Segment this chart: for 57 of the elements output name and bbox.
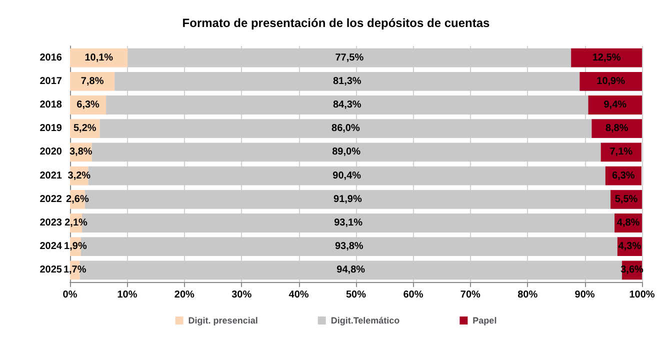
y-tick-label: 2023 (40, 218, 62, 228)
data-label: 94,8% (336, 264, 366, 276)
data-label: 77,5% (335, 52, 364, 64)
y-tick-label: 2016 (40, 52, 62, 64)
y-tick-label: 2024 (40, 241, 62, 252)
data-label: 90,4% (332, 170, 362, 182)
legend-label: Digit. presencial (188, 316, 258, 326)
bar (580, 72, 642, 91)
data-label: 1,9% (64, 241, 87, 252)
bar (588, 96, 642, 114)
y-tick-label: 2018 (40, 100, 62, 110)
data-label: 93,1% (334, 218, 363, 228)
y-tick-label: 2025 (40, 264, 62, 276)
data-label: 7,1% (610, 146, 633, 158)
data-label: 4,8% (616, 218, 640, 228)
data-label: 3,8% (69, 146, 92, 158)
x-tick-label: 80% (518, 290, 538, 300)
x-tick-label: 0% (62, 290, 78, 300)
data-label: 5,5% (614, 194, 638, 205)
data-label: 84,3% (332, 100, 362, 110)
x-tick-label: 10% (117, 290, 138, 300)
data-label: 8,8% (605, 123, 628, 134)
data-label: 81,3% (332, 76, 362, 87)
x-tick-label: 70% (460, 290, 481, 300)
data-label: 9,4% (604, 100, 627, 110)
y-tick-label: 2017 (40, 76, 62, 87)
data-label: 12,5% (592, 52, 621, 64)
data-label: 4,3% (618, 241, 642, 252)
data-label: 86,0% (332, 123, 360, 134)
data-label: 91,9% (334, 194, 362, 205)
chart-title: Formato de presentación de los depósitos de cuentas (182, 16, 490, 30)
data-label: 6,3% (76, 100, 100, 110)
x-tick-label: 50% (346, 290, 366, 300)
x-tick-label: 60% (403, 290, 424, 300)
x-tick-label: 100% (629, 290, 655, 300)
data-label: 5,2% (73, 123, 96, 134)
x-tick-label: 20% (174, 290, 195, 300)
legend-label: Papel (472, 316, 497, 326)
data-label: 10,1% (84, 52, 114, 64)
y-tick-label: 2019 (40, 123, 62, 134)
x-tick-label: 30% (232, 290, 252, 300)
data-label: 93,8% (334, 241, 364, 252)
data-label: 2,6% (66, 194, 89, 205)
data-label: 2,1% (64, 218, 88, 228)
y-tick-label: 2021 (40, 170, 62, 182)
y-tick-label: 2020 (40, 146, 62, 158)
data-label: 89,0% (332, 146, 361, 158)
bar (592, 119, 642, 138)
y-tick-label: 2022 (40, 194, 62, 205)
data-label: 6,3% (612, 170, 635, 182)
x-tick-label: 40% (288, 290, 309, 300)
data-label: 1,7% (63, 264, 86, 276)
data-label: 7,8% (80, 76, 104, 87)
x-tick-label: 90% (574, 290, 595, 300)
data-label: 3,2% (68, 170, 91, 182)
legend-label: Digit.Telemático (330, 316, 400, 326)
data-label: 10,9% (596, 76, 626, 87)
